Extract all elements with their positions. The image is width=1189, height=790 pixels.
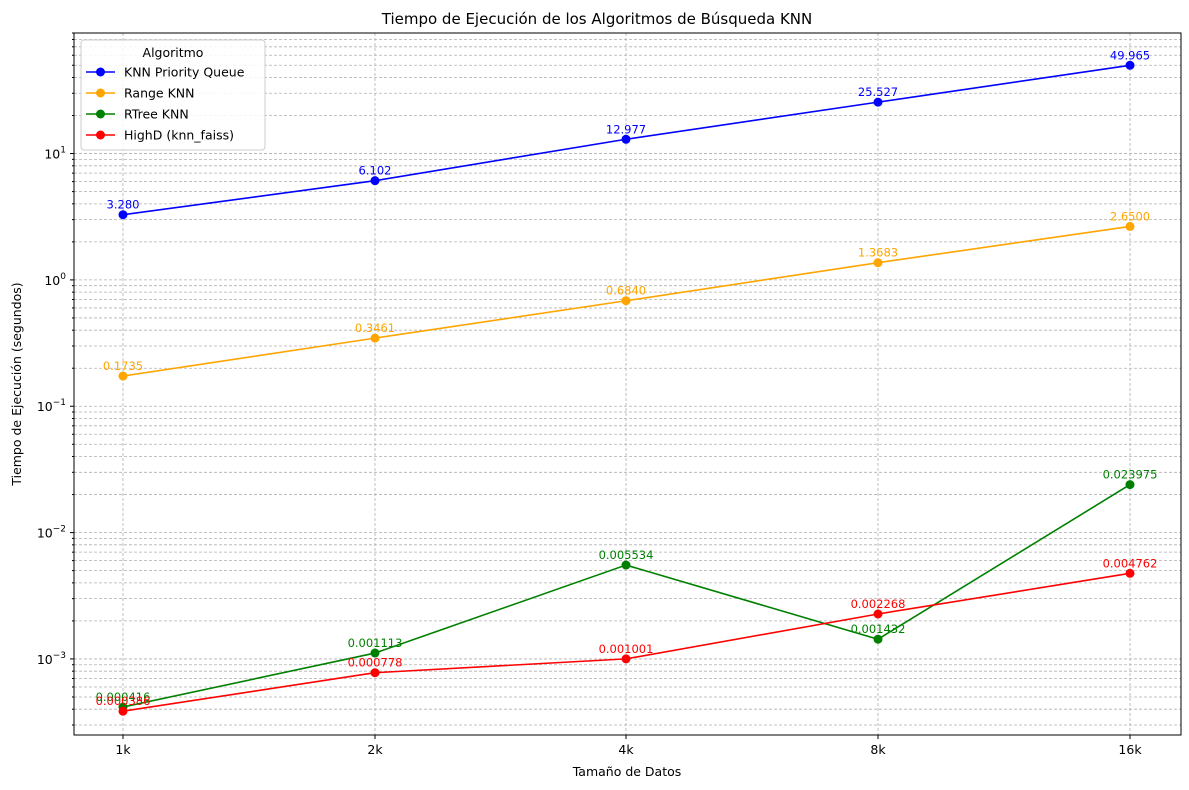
y-tick-exponent: 0	[60, 272, 66, 282]
data-label: 6.102	[359, 164, 392, 178]
data-point	[118, 210, 128, 220]
data-point	[370, 648, 380, 658]
data-label: 49.965	[1110, 48, 1150, 62]
data-label: 2.6500	[1110, 209, 1150, 223]
legend-label: Range KNN	[124, 86, 195, 101]
legend-item: Range KNN	[86, 86, 195, 101]
legend-box	[80, 39, 266, 151]
data-point	[621, 296, 631, 306]
data-label: 0.6840	[606, 284, 646, 298]
data-label: 0.000778	[348, 656, 403, 670]
data-label: 1.3683	[858, 246, 898, 260]
series-2: 0.000416 0.001113 0.005534 0.001432 0.023975	[96, 468, 1158, 712]
data-label: 0.000386	[96, 694, 151, 708]
data-label: 0.1735	[103, 359, 143, 373]
legend-marker	[96, 130, 105, 140]
data-label: 12.977	[606, 122, 646, 136]
data-label: 0.000416	[96, 690, 151, 704]
legend-item: HighD (knn_faiss)	[86, 128, 234, 143]
y-tick-exponent: −1	[53, 398, 66, 408]
legend-item: RTree KNN	[86, 107, 189, 122]
data-point	[873, 609, 883, 619]
chart-title: Tiempo de Ejecución de los Algoritmos de…	[381, 10, 813, 28]
legend-label: KNN Priority Queue	[124, 65, 245, 80]
data-point	[1125, 480, 1135, 490]
y-tick-label: 101	[44, 146, 66, 162]
data-point	[873, 97, 883, 107]
legend-label: RTree KNN	[124, 107, 189, 122]
data-label: 3.280	[107, 198, 140, 212]
data-point	[621, 654, 631, 664]
legend-marker	[96, 67, 105, 77]
data-point	[1125, 60, 1135, 70]
data-point	[1125, 221, 1135, 231]
data-point	[118, 706, 128, 716]
data-point	[370, 333, 380, 343]
legend-marker	[96, 109, 105, 119]
data-point	[873, 258, 883, 268]
data-label: 0.002268	[851, 597, 906, 611]
x-tick-label: 8k	[870, 742, 886, 757]
y-axis-label: Tiempo de Ejecución (segundos)	[9, 282, 24, 486]
data-label: 0.001001	[599, 642, 654, 656]
data-label: 0.005534	[599, 548, 654, 562]
series-layer: 3.280 6.102 12.977 25.527 49.965 0.1735 0.3461…	[96, 48, 1158, 716]
data-point	[873, 634, 883, 644]
data-point	[370, 668, 380, 678]
data-point	[621, 560, 631, 570]
plot-frame	[73, 32, 1182, 736]
y-tick-label: 100	[44, 272, 66, 288]
data-point	[621, 134, 631, 144]
legend-marker	[96, 88, 105, 98]
x-tick-label: 4k	[618, 742, 634, 757]
data-point	[370, 176, 380, 186]
y-tick-base: 10	[37, 399, 53, 414]
y-tick-label: 10−3	[37, 651, 66, 667]
legend: Algoritmo KNN Priority Queue Range KNN RTre…	[80, 39, 266, 151]
y-tick-exponent: 1	[60, 146, 66, 156]
x-tick-label: 2k	[367, 742, 383, 757]
x-tick-label: 1k	[115, 742, 131, 757]
y-tick-base: 10	[37, 652, 53, 667]
x-tick-label: 16k	[1118, 742, 1142, 757]
x-axis-label: Tamaño de Datos	[572, 764, 682, 779]
data-label: 0.023975	[1103, 468, 1158, 482]
series-1: 0.1735 0.3461 0.6840 1.3683 2.6500	[103, 209, 1150, 381]
series-0: 3.280 6.102 12.977 25.527 49.965	[107, 48, 1150, 220]
data-label: 0.001113	[348, 636, 403, 650]
data-label: 0.004762	[1103, 556, 1158, 570]
data-label: 0.3461	[355, 321, 395, 335]
grid	[74, 32, 1181, 735]
series-3: 0.000386 0.000778 0.001001 0.002268 0.004762	[96, 556, 1158, 716]
legend-item: KNN Priority Queue	[86, 65, 245, 80]
data-label: 25.527	[858, 85, 898, 99]
y-tick-base: 10	[37, 526, 53, 541]
y-tick-base: 10	[44, 273, 60, 288]
data-point	[1125, 568, 1135, 578]
y-tick-label: 10−2	[37, 525, 66, 541]
y-tick-exponent: −2	[53, 525, 66, 535]
data-label: 0.001432	[851, 622, 906, 636]
legend-title: Algoritmo	[143, 45, 204, 60]
y-tick-base: 10	[44, 147, 60, 162]
legend-label: HighD (knn_faiss)	[124, 128, 234, 143]
y-tick-exponent: −3	[53, 651, 66, 661]
series-line	[122, 483, 1131, 708]
data-point	[118, 371, 128, 381]
y-tick-label: 10−1	[37, 398, 66, 414]
